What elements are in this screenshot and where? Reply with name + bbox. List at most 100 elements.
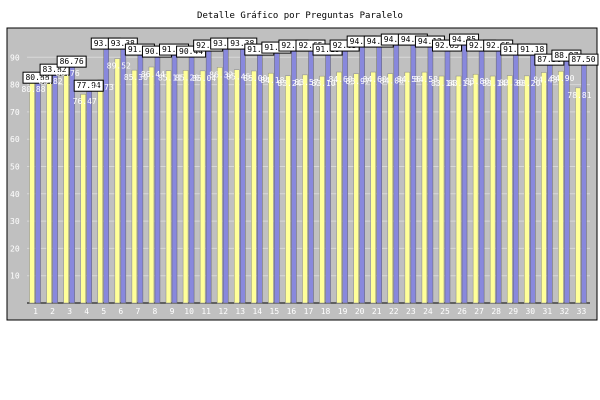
x-tick-label: 18 [321, 307, 331, 316]
bar-series-a [274, 51, 280, 304]
data-label-series-a: 83.82 [43, 65, 67, 74]
x-tick-label: 5 [101, 307, 106, 316]
data-label-box [73, 79, 104, 92]
x-tick-label: 2 [50, 307, 55, 316]
bar-series-b [336, 71, 342, 304]
bar-series-b [63, 65, 69, 304]
data-label-series-a: 92.65 [298, 41, 322, 50]
data-label-series-b: 84.58 [414, 75, 438, 84]
x-tick-label: 17 [304, 307, 314, 316]
data-label-series-b: 83.24 [277, 79, 301, 88]
data-label-series-b: 85.00 [243, 74, 267, 83]
data-label-series-b: 83.14 [431, 79, 455, 88]
data-label-series-a: 91.18 [162, 45, 186, 54]
data-label-box [449, 33, 480, 46]
bar-series-a [581, 63, 587, 304]
data-label-series-b: 86.44 [141, 70, 165, 79]
x-tick-label: 15 [270, 307, 280, 316]
x-tick-label: 12 [218, 307, 228, 316]
bar-series-b [251, 70, 257, 304]
x-tick-label: 16 [287, 307, 297, 316]
bar-series-b [319, 75, 325, 304]
x-tick-label: 4 [84, 307, 89, 316]
data-label-series-a: 92.65 [333, 41, 357, 50]
bar-series-b [234, 69, 240, 304]
data-label-series-b: 85.04 [192, 74, 216, 83]
data-label-box [107, 37, 138, 50]
data-label-series-b: 84.00 [380, 77, 404, 86]
data-label-series-a: 94.85 [384, 35, 408, 44]
data-label-series-a: 88.97 [554, 51, 578, 60]
bar-series-a [35, 81, 41, 304]
data-label-box [56, 55, 87, 68]
data-label-series-a: 93.38 [230, 39, 254, 48]
bar-series-a [205, 49, 212, 304]
x-tick-label: 25 [440, 307, 450, 316]
bar-series-b [404, 71, 411, 304]
bar-series-b [558, 70, 564, 304]
data-label-series-b: 85.20 [175, 73, 199, 82]
data-label-series-a: 91.18 [247, 45, 271, 54]
data-label-series-b: 84.18 [260, 76, 284, 85]
data-label-series-b: 83.14 [448, 79, 472, 88]
bar-series-b [131, 69, 138, 304]
data-label-series-b: 84.60 [363, 75, 387, 84]
data-label-box [227, 37, 258, 50]
bar-series-b [302, 74, 308, 304]
bar-series-a [325, 53, 331, 304]
x-tick-label: 21 [372, 307, 382, 316]
bar-series-a [530, 53, 536, 304]
bar-series-b [575, 87, 581, 304]
bar-series-a [154, 55, 161, 304]
bar-series-a [137, 53, 144, 304]
data-label-series-b: 86.32 [209, 70, 233, 79]
bar-series-b [370, 71, 376, 304]
data-label-box [568, 53, 599, 66]
data-label-box [22, 71, 53, 84]
bar-series-a [222, 47, 229, 304]
bar-series-a [291, 49, 297, 304]
data-label-series-b: 80.88 [21, 85, 45, 94]
data-label-series-a: 94.12 [350, 37, 374, 46]
y-tick-label: 90 [10, 53, 20, 62]
bar-series-a [240, 47, 246, 304]
bar-series-a [171, 53, 178, 304]
data-label-series-a: 92.65 [486, 41, 510, 50]
bar-series-a [512, 53, 519, 304]
data-label-series-a: 94.12 [367, 37, 391, 46]
data-label-series-a: 90.44 [179, 47, 203, 56]
bar-series-b [438, 75, 445, 304]
x-tick-label: 10 [184, 307, 194, 316]
x-tick-label: 9 [170, 307, 175, 316]
bar-series-a [547, 63, 553, 304]
bar-series-a [52, 73, 58, 304]
data-label-series-a: 94.12 [418, 37, 442, 46]
data-label-series-b: 84.60 [329, 75, 353, 84]
bar-series-b [421, 71, 428, 304]
bar-series-b [285, 75, 291, 304]
bar-series-b [97, 79, 104, 304]
data-label-series-a: 80.88 [25, 73, 49, 82]
bar-series-b [268, 72, 274, 304]
bar-series-a [86, 89, 92, 304]
data-label-series-a: 91.18 [520, 45, 544, 54]
y-tick-label: 20 [10, 244, 20, 253]
x-tick-label: 6 [118, 307, 123, 316]
bar-series-b [182, 70, 189, 304]
data-labels: 80.8880.8883.8283.8286.7686.7676.4777.94… [21, 33, 599, 106]
data-label-series-b: 83.20 [516, 79, 540, 88]
data-label-series-b: 83.97 [346, 77, 370, 86]
x-tick-label: 19 [338, 307, 348, 316]
bar-series-b [541, 72, 547, 304]
x-tick-label: 33 [577, 307, 587, 316]
data-label-series-b: 83.30 [499, 79, 523, 88]
data-label-series-a: 90.44 [145, 47, 169, 56]
x-tick-label: 11 [201, 307, 211, 316]
data-label-series-b: 84.56 [397, 75, 421, 84]
bar-series-b [80, 93, 86, 304]
x-tick-label: 13 [235, 307, 245, 316]
x-tick-label: 26 [457, 307, 467, 316]
bar-series-b [148, 66, 155, 304]
